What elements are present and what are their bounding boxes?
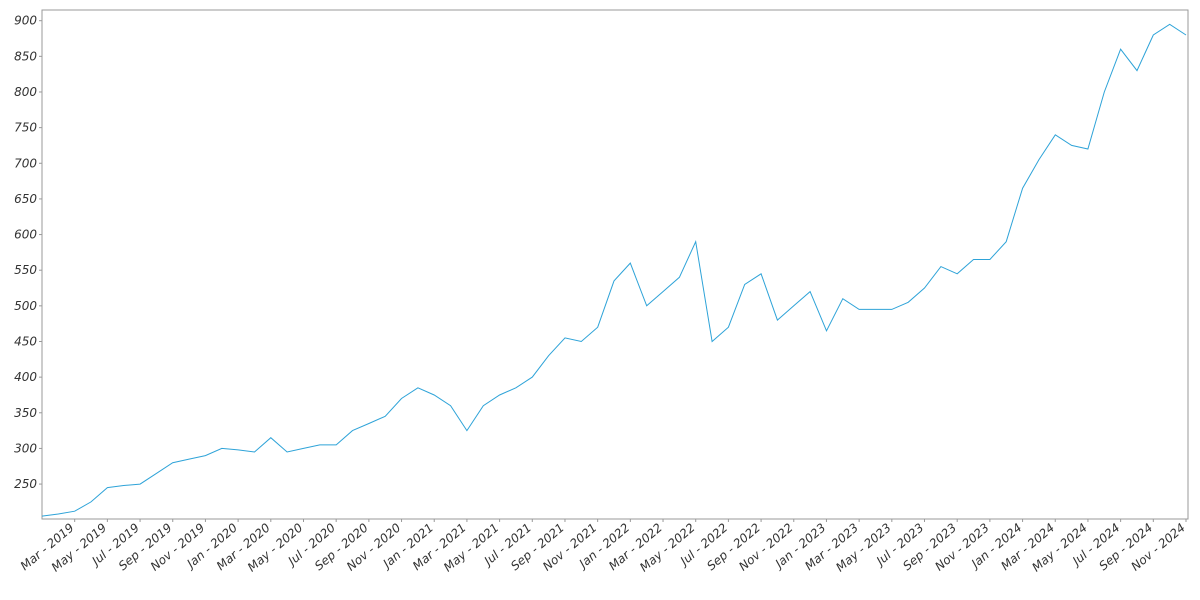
y-tick-label: 400 [14,370,37,384]
y-tick-label: 750 [14,121,37,135]
y-tick-label: 600 [14,228,37,242]
y-tick-label: 850 [14,49,37,63]
plot-frame [41,9,1189,520]
y-tick-label: 500 [14,299,37,313]
y-tick-label: 550 [14,263,37,277]
y-tick-label: 800 [14,85,37,99]
y-tick-label: 250 [14,477,37,491]
y-tick-label: 350 [14,406,37,420]
y-tick-label: 700 [14,156,37,170]
y-tick-label: 900 [14,14,37,28]
y-tick-label: 450 [14,334,37,348]
y-tick-label: 300 [14,441,37,455]
line-series [41,23,1187,517]
y-tick-label: 650 [14,192,37,206]
